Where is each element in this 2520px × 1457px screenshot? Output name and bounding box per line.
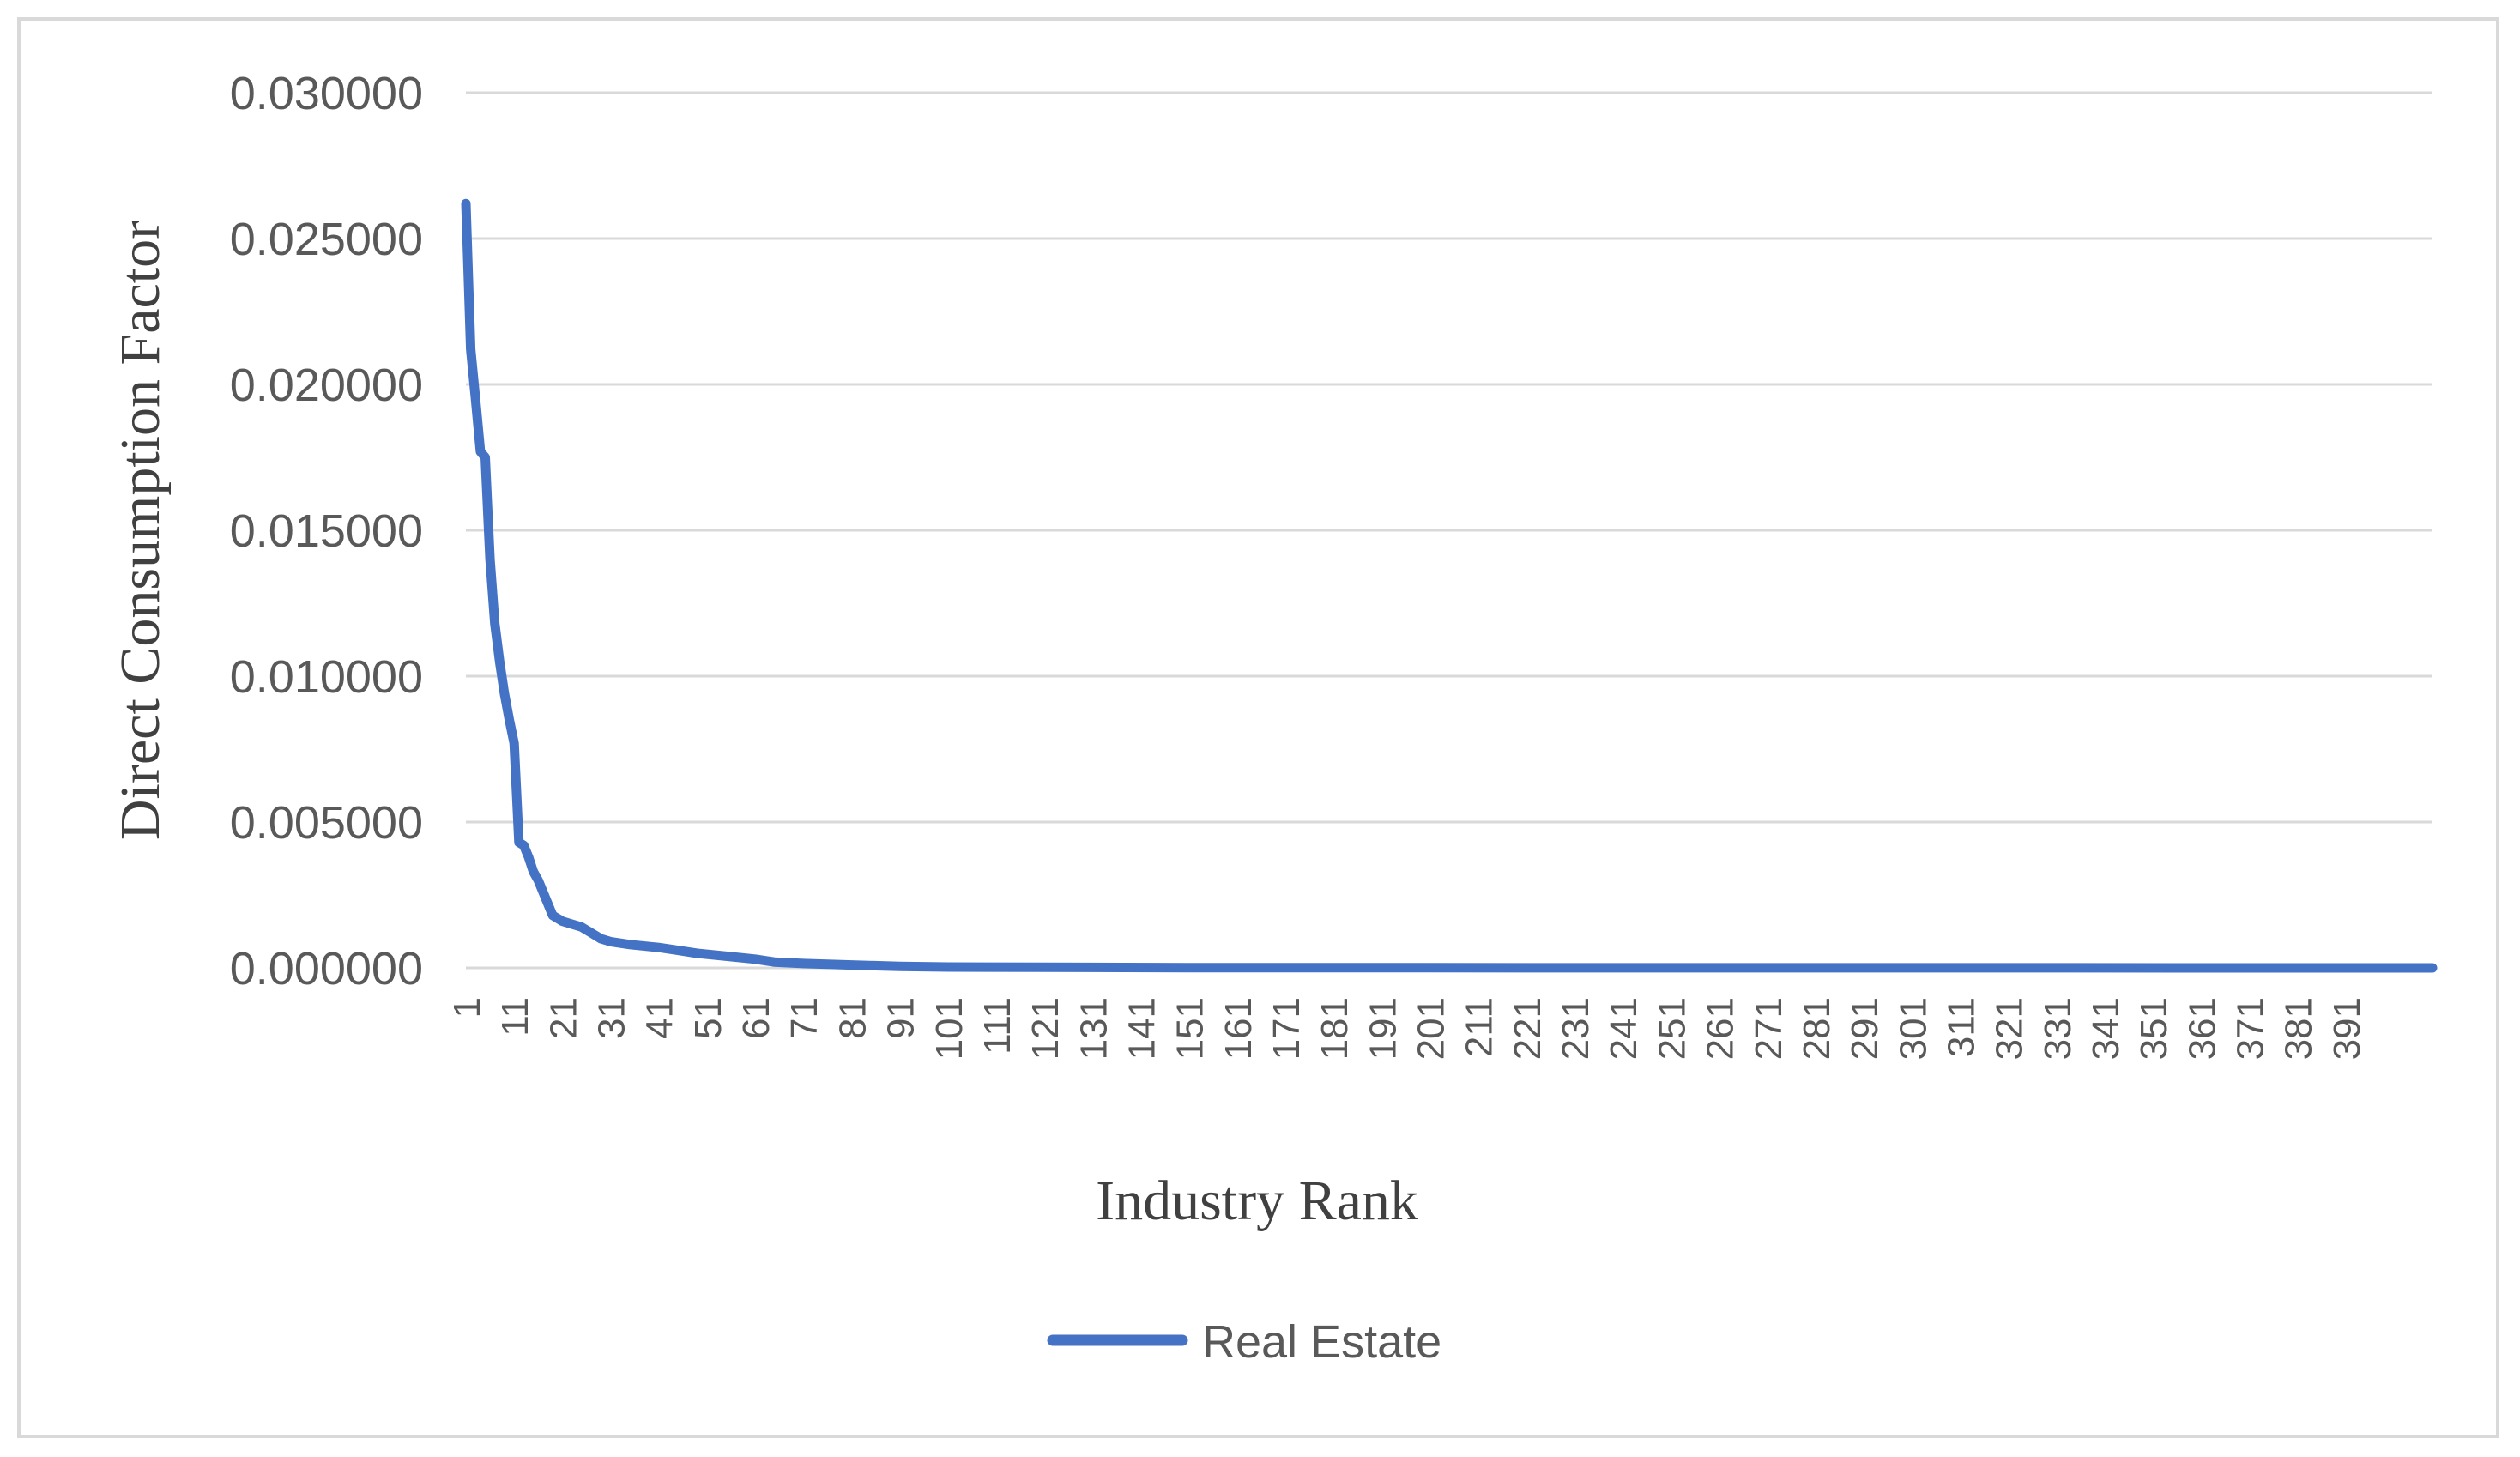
x-tick-label: 231 [1555,997,1597,1060]
series-line-real-estate [461,198,2438,973]
x-tick-label: 261 [1700,997,1742,1060]
x-tick-label: 91 [880,997,922,1039]
y-tick-label: 0.005000 [230,797,423,849]
chart-frame [17,17,2499,1438]
x-tick-label: 51 [687,997,729,1039]
x-tick-label: 351 [2133,997,2175,1060]
x-tick-label: 41 [639,997,681,1039]
x-tick-label: 71 [783,997,825,1039]
legend: Real Estate [1047,1316,1441,1368]
x-tick-label: 21 [542,997,584,1039]
gridlines [466,91,2432,970]
y-tick-label: 0.000000 [230,943,423,995]
x-tick-label: 311 [1940,997,1982,1057]
x-axis-ticks: 1 11 21 31 41 51 61 71 81 91 101 111 121 131 141 151 161… [446,997,2368,1060]
x-tick-label: 381 [2278,997,2320,1060]
x-tick-label: 161 [1218,997,1260,1060]
x-tick-label: 291 [1844,997,1886,1060]
x-tick-label: 151 [1169,997,1212,1060]
y-tick-label: 0.030000 [230,68,423,119]
x-tick-label: 1 [446,997,488,1018]
x-tick-label: 181 [1314,997,1356,1060]
x-tick-label: 81 [831,997,873,1039]
y-axis-ticks: 0.000000 0.005000 0.010000 0.015000 0.020000… [230,68,423,995]
x-tick-label: 271 [1748,997,1790,1060]
x-tick-label: 211 [1459,997,1501,1057]
x-tick-label: 301 [1892,997,1934,1060]
y-tick-label: 0.025000 [230,214,423,265]
x-tick-label: 141 [1121,997,1163,1060]
x-tick-label: 121 [1024,997,1067,1060]
x-tick-label: 251 [1651,997,1693,1060]
x-tick-label: 331 [2037,997,2079,1060]
x-tick-label: 101 [928,997,970,1060]
x-tick-label: 111 [976,997,1018,1055]
x-tick-label: 171 [1266,997,1308,1060]
y-tick-label: 0.015000 [230,505,423,557]
x-tick-label: 11 [494,997,536,1037]
x-tick-label: 371 [2230,997,2272,1060]
y-tick-label: 0.010000 [230,651,423,703]
x-tick-label: 191 [1362,997,1404,1060]
x-tick-label: 241 [1603,997,1645,1060]
x-tick-label: 31 [591,997,633,1039]
legend-label-real-estate: Real Estate [1202,1316,1441,1368]
x-tick-label: 221 [1507,997,1549,1060]
y-axis-title: Direct Consumption Factor [109,221,172,840]
x-tick-label: 61 [735,997,777,1039]
x-axis-title: Industry Rank [1096,1170,1418,1232]
x-tick-label: 341 [2085,997,2127,1060]
x-tick-label: 281 [1796,997,1838,1060]
x-tick-label: 201 [1411,997,1453,1060]
x-tick-label: 391 [2326,997,2368,1060]
x-tick-label: 131 [1073,997,1115,1060]
x-tick-label: 361 [2181,997,2223,1060]
y-tick-label: 0.020000 [230,360,423,411]
x-tick-label: 321 [1989,997,2031,1060]
